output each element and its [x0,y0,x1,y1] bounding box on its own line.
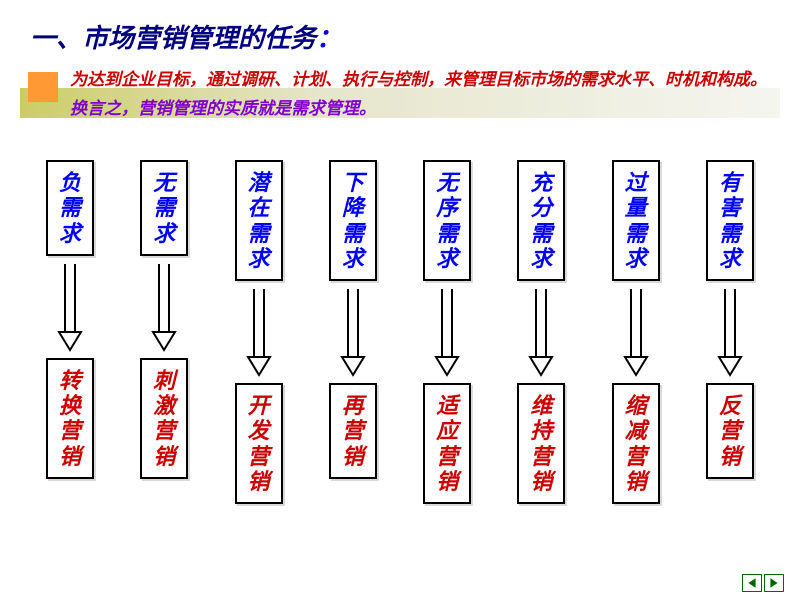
arrow-down-icon [715,287,745,377]
arrow-down-icon [621,287,651,377]
nav-controls [742,574,784,592]
marketing-box: 转换营销 [46,358,94,479]
arrow-down-icon [149,262,179,352]
arrow-down-icon [338,287,368,377]
demand-box: 有害需求 [706,160,754,281]
demand-box: 无序需求 [423,160,471,281]
description: 为达到企业目标，通过调研、计划、执行与控制，来管理目标市场的需求水平、时机和构成… [70,66,770,124]
next-icon [768,577,780,589]
marketing-box: 反营销 [706,383,754,479]
column-7: 有害需求反营销 [690,160,770,504]
next-button[interactable] [764,574,784,592]
demand-box: 潜在需求 [235,160,283,281]
column-3: 下降需求再营销 [313,160,393,504]
demand-box: 过量需求 [612,160,660,281]
column-4: 无序需求适应营销 [407,160,487,504]
marketing-box: 缩减营销 [612,383,660,504]
page-title: 一、市场营销管理的任务： [30,18,342,55]
marketing-box: 开发营销 [235,383,283,504]
marketing-box: 适应营销 [423,383,471,504]
arrow-down-icon [526,287,556,377]
column-5: 充分需求维持营销 [501,160,581,504]
arrow-down-icon [432,287,462,377]
prev-button[interactable] [742,574,762,592]
accent-box [28,72,58,102]
marketing-box: 维持营销 [517,383,565,504]
column-6: 过量需求缩减营销 [596,160,676,504]
marketing-box: 刺激营销 [140,358,188,479]
columns-container: 负需求转换营销无需求刺激营销潜在需求开发营销下降需求再营销无序需求适应营销充分需… [30,160,770,504]
arrow-down-icon [244,287,274,377]
demand-box: 负需求 [46,160,94,256]
column-2: 潜在需求开发营销 [219,160,299,504]
title-colon: ： [316,24,342,53]
demand-box: 下降需求 [329,160,377,281]
desc-purple: 换言之，营销管理的实质就是需求管理。 [70,99,376,118]
arrow-down-icon [55,262,85,352]
prev-icon [746,577,758,589]
demand-box: 充分需求 [517,160,565,281]
demand-box: 无需求 [140,160,188,256]
column-1: 无需求刺激营销 [124,160,204,504]
marketing-box: 再营销 [329,383,377,479]
column-0: 负需求转换营销 [30,160,110,504]
desc-red: 为达到企业目标，通过调研、计划、执行与控制，来管理目标市场的需求水平、时机和构成… [70,70,767,89]
title-text: 一、市场营销管理的任务 [30,24,316,53]
